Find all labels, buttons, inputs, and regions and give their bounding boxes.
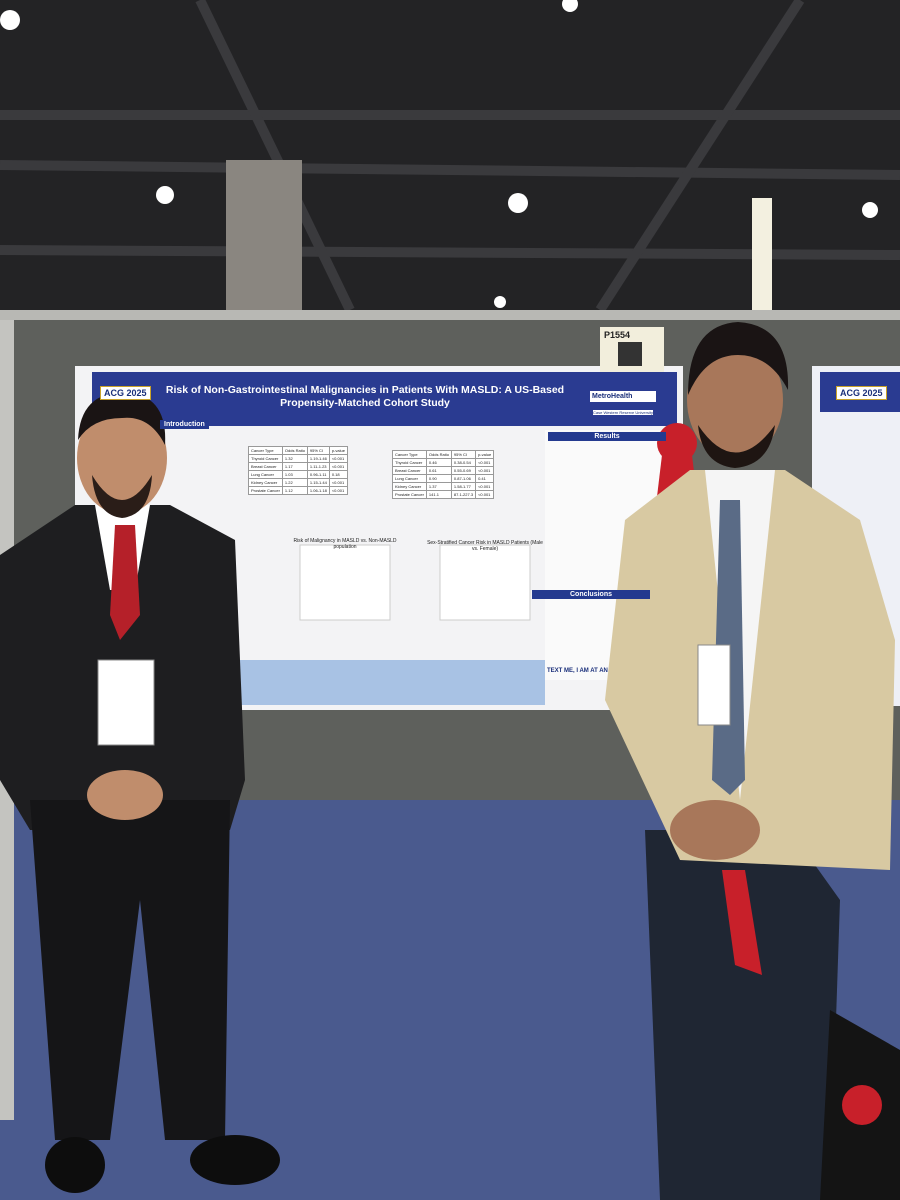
header-cell: p-value — [328, 446, 348, 455]
header-cell: Cancer Type — [392, 450, 427, 459]
table-cell: Thyroid Cancer — [248, 454, 283, 463]
table-cell: 1.15-1.44 — [306, 478, 330, 487]
table-cell: Breast Cancer — [392, 466, 427, 475]
poster-footer-text: TEXT ME, I AM AT AN — [547, 668, 608, 674]
table-row: Lung Cancer 1.03 0.96-1.11 0.18 — [248, 470, 348, 479]
header-cell: Cancer Type — [248, 446, 283, 455]
table-cell: Breast Cancer — [248, 462, 283, 471]
table-cell: 1.12 — [281, 486, 308, 495]
table-cell: Kidney Cancer — [392, 482, 427, 491]
table-row: Prostate Cancer 1.12 1.06-1.18 <0.001 — [248, 486, 348, 495]
table-2: Cancer Type Odds Ratio 95% CI p-value Thyroi… — [392, 450, 495, 499]
table-row: Thyroid Cancer 0.46 0.38-0.54 <0.001 — [392, 458, 495, 467]
sign — [752, 198, 772, 318]
table-cell: <0.001 — [328, 478, 348, 487]
table-cell: <0.001 — [475, 482, 495, 491]
table-header-row: Cancer Type Odds Ratio 95% CI p-value — [248, 446, 348, 455]
table-cell: <0.001 — [328, 462, 348, 471]
person-left — [0, 392, 280, 1193]
table-cell: 0.18 — [328, 470, 348, 479]
table-cell: 1.19-1.46 — [306, 454, 330, 463]
ceiling — [0, 0, 900, 320]
section-conclusions: Conclusions — [532, 590, 650, 599]
person-right — [605, 322, 895, 1200]
table-cell: Thyroid Cancer — [392, 458, 427, 467]
poster-title: Risk of Non-Gastrointestinal Malignancie… — [165, 384, 565, 409]
section-results: Results — [548, 432, 666, 441]
table-cell: 0.87-1.06 — [450, 474, 477, 483]
table-cell: <0.001 — [475, 458, 495, 467]
figure-2-title: Sex-Stratified Cancer Risk in MASLD Pati… — [427, 540, 543, 552]
table-cell: <0.001 — [328, 454, 348, 463]
header-cell: p-value — [475, 450, 495, 459]
table-row: Kidney Cancer 1.37 1.58-1.77 <0.001 — [392, 482, 495, 491]
poster-footer — [240, 660, 545, 705]
table-cell: 1.11-1.23 — [306, 462, 330, 471]
poster-header — [92, 372, 677, 426]
table-row: Breast Cancer 1.17 1.11-1.23 <0.001 — [248, 462, 348, 471]
table-cell: 0.90 — [425, 474, 452, 483]
header-cell: 95% CI — [306, 446, 330, 455]
table-cell: 0.96-1.11 — [306, 470, 330, 479]
ribbon — [657, 423, 697, 463]
lights — [0, 0, 878, 308]
table-cell: Kidney Cancer — [248, 478, 283, 487]
table-row: Lung Cancer 0.90 0.87-1.06 0.41 — [392, 474, 495, 483]
table-header-row: Cancer Type Odds Ratio 95% CI p-value — [392, 450, 495, 459]
institution: MetroHealth — [590, 391, 656, 402]
header-cell: Odds Ratio — [425, 450, 452, 459]
table-row: Breast Cancer 0.61 0.55-0.69 <0.001 — [392, 466, 495, 475]
university: Case Western Reserve University — [593, 410, 653, 415]
table-cell: 87.1-227.3 — [450, 490, 477, 499]
board-frame — [0, 310, 900, 320]
table-cell: <0.001 — [328, 486, 348, 495]
table-cell: 1.17 — [281, 462, 308, 471]
poster-logo: ACG 2025 — [100, 386, 151, 400]
forest-plot-1 — [299, 544, 391, 621]
table-cell: Prostate Cancer — [392, 490, 427, 499]
table-cell: 0.46 — [425, 458, 452, 467]
table-row: Kidney Cancer 1.22 1.15-1.44 <0.001 — [248, 478, 348, 487]
table-cell: Lung Cancer — [392, 474, 427, 483]
section-introduction: Introduction — [160, 420, 209, 429]
table-row: Thyroid Cancer 1.32 1.19-1.46 <0.001 — [248, 454, 348, 463]
table-cell: Lung Cancer — [248, 470, 283, 479]
ceiling-beams — [0, 0, 900, 313]
poster-id: P1554 — [604, 330, 631, 340]
qr-code — [618, 342, 642, 366]
forest-plot-2 — [439, 544, 531, 621]
right-poster-logo: ACG 2025 — [836, 386, 887, 400]
pillar — [226, 160, 302, 310]
table-cell: <0.001 — [475, 490, 495, 499]
header-cell: 95% CI — [450, 450, 477, 459]
table-cell: 1.32 — [281, 454, 308, 463]
table-cell: 0.55-0.69 — [450, 466, 477, 475]
table-cell: 1.03 — [281, 470, 308, 479]
table-cell: 0.38-0.54 — [450, 458, 477, 467]
table-cell: 1.58-1.77 — [450, 482, 477, 491]
header-cell: Odds Ratio — [281, 446, 308, 455]
table-row: Prostate Cancer 141.1 87.1-227.3 <0.001 — [392, 490, 495, 499]
table-cell: 1.06-1.18 — [306, 486, 330, 495]
ribbon-2 — [842, 1085, 882, 1125]
figure-1-title: Risk of Malignancy in MASLD vs. Non-MASL… — [293, 538, 397, 550]
table-1: Cancer Type Odds Ratio 95% CI p-value Thyroi… — [248, 446, 348, 495]
table-cell: <0.001 — [475, 466, 495, 475]
table-cell: 0.61 — [425, 466, 452, 475]
table-cell: 1.37 — [425, 482, 452, 491]
table-cell: 141.1 — [425, 490, 452, 499]
table-cell: 1.22 — [281, 478, 308, 487]
table-cell: 0.41 — [475, 474, 495, 483]
table-cell: Prostate Cancer — [248, 486, 283, 495]
